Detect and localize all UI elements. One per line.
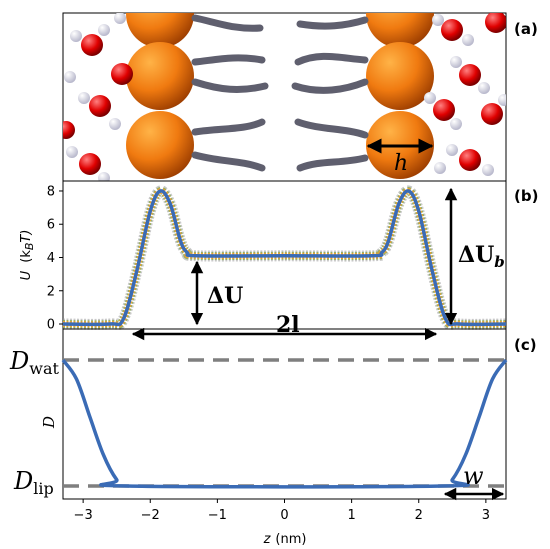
- y-axis-ticks: 0 2 4 6 8: [47, 184, 63, 333]
- w-label: w: [463, 462, 484, 490]
- lipid-head-sphere: [366, 42, 434, 110]
- diffusion-curve: [61, 358, 508, 489]
- panel-a: h (a): [62, 12, 538, 182]
- x-tick-label: 3: [482, 508, 490, 523]
- panel-label-c: (c): [514, 336, 537, 354]
- lipid-tails: [191, 14, 369, 172]
- panel-b: 0 2 4 6 8 U (kBT) ΔU ΔUb 2l (b): [19, 180, 538, 341]
- x-axis-label: z (nm): [263, 532, 307, 547]
- y-axis-label-c: D: [40, 416, 58, 429]
- panel-label-a: (a): [514, 20, 538, 38]
- panel-c-frame: [62, 328, 507, 500]
- y-axis-label-b: U (kBT): [19, 230, 36, 281]
- x-axis-ticks: −3 −2 −1 0 1 2 3: [74, 499, 490, 523]
- y-tick-label: 2: [47, 284, 55, 299]
- y-tick-label: 6: [47, 218, 55, 233]
- x-tick-label: −2: [141, 508, 160, 523]
- x-tick-label: 0: [280, 508, 288, 523]
- two-l-label: 2l: [276, 312, 300, 338]
- x-tick-label: −1: [208, 508, 227, 523]
- h-label: h: [394, 151, 408, 176]
- lipid-head-sphere: [126, 42, 194, 110]
- lipid-head-sphere: [126, 13, 194, 48]
- x-tick-label: 2: [415, 508, 423, 523]
- lipid-head-sphere: [366, 13, 434, 48]
- lipid-head-sphere: [126, 111, 194, 179]
- delta-u-b-label: ΔUb: [458, 242, 505, 271]
- d-lip-label: Dlip: [13, 467, 54, 498]
- water-molecules-left: [63, 13, 133, 181]
- panel-c: −3 −2 −1 0 1 2 3 Dwat Dlip D w z (nm) (c): [9, 328, 537, 547]
- energy-curve: [62, 189, 507, 327]
- panel-label-b: (b): [514, 187, 538, 205]
- d-wat-label: Dwat: [9, 347, 59, 378]
- y-tick-label: 0: [47, 318, 55, 333]
- x-tick-label: −3: [74, 508, 93, 523]
- delta-u-label: ΔU: [207, 283, 243, 309]
- y-tick-label: 8: [47, 184, 55, 199]
- x-tick-label: 1: [347, 508, 355, 523]
- water-molecules-right: [424, 13, 506, 176]
- y-tick-label: 4: [47, 251, 55, 266]
